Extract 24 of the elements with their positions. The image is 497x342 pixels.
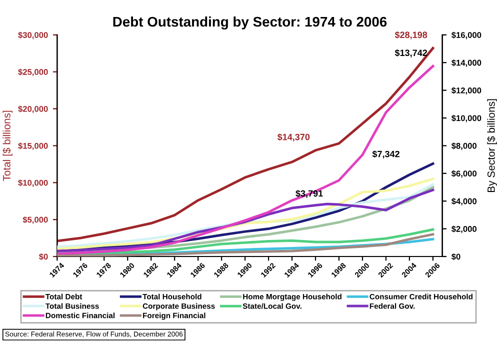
y-tick-label: $25,000 [18, 68, 48, 76]
y2-tick-label: $0 [451, 253, 460, 260]
y-axis-title: Total [$ billions] [2, 110, 12, 182]
y2-tick-label: $14,000 [451, 59, 482, 67]
data-label: $13,742 [394, 49, 428, 58]
data-label: $14,370 [277, 133, 310, 142]
y2-tick-label: $4,000 [451, 198, 477, 206]
line-series [57, 233, 434, 256]
y-tick-label: $30,000 [18, 32, 48, 40]
y2-tick-label: $10,000 [451, 114, 482, 122]
y2-tick-label: $12,000 [451, 87, 482, 95]
y-tick-label: $5,000 [22, 216, 48, 224]
data-label: $7,342 [372, 150, 400, 159]
y2-tick-label: $2,000 [451, 226, 477, 234]
y2-axis-title: By Sector [$ billions] [487, 99, 497, 192]
y-tick-label: $0 [38, 253, 48, 260]
chart-title: Debt Outstanding by Sector: 1974 to 2006 [113, 16, 387, 30]
y2-tick-label: $6,000 [451, 170, 477, 178]
y-tick-label: $20,000 [18, 106, 48, 114]
y2-tick-label: $16,000 [451, 32, 482, 40]
y-tick-label: $15,000 [18, 142, 48, 150]
data-label: $28,198 [394, 31, 428, 40]
y2-tick-label: $8,000 [451, 142, 477, 150]
y-tick-label: $10,000 [18, 179, 48, 187]
